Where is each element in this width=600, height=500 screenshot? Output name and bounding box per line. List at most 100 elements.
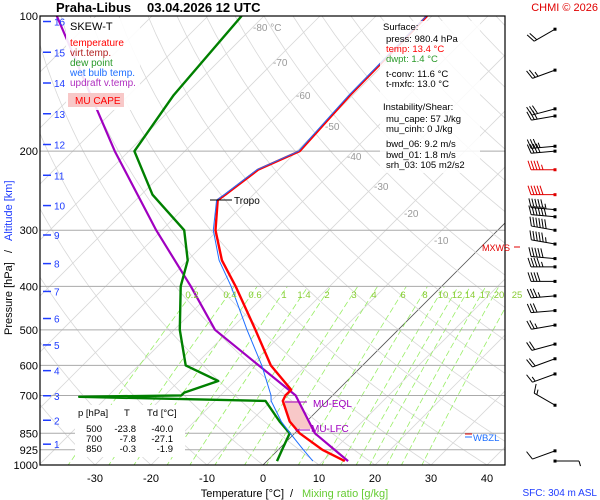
isotherm-line [150, 110, 505, 465]
wind-staff [533, 392, 556, 406]
wind-barb-full [528, 198, 532, 208]
wind-barb-full [541, 232, 544, 243]
pressure-tick-label: 1000 [14, 460, 38, 472]
profiles [55, 16, 428, 463]
wind-barb-full [534, 247, 538, 258]
wind-barb [533, 383, 557, 407]
temperature-tick-label: 10 [313, 473, 325, 485]
mixing-ratio-line [189, 286, 309, 465]
dry-adiabat [234, 16, 505, 308]
info-dwpt: dwpt: 1.4 °C [386, 54, 438, 65]
datetime-title: 03.04.2026 12 UTC [147, 0, 261, 15]
wind-station-dot [553, 107, 557, 111]
temperature-tick-label: -10 [199, 473, 215, 485]
mixing-ratio-label: 12 [452, 290, 463, 301]
info-srh-03: srh_03: 105 m2/s2 [386, 160, 465, 171]
wind-barb-full [538, 218, 541, 228]
mixing-ratio-line [386, 286, 487, 465]
wind-barb-half [537, 142, 541, 148]
wind-barb-full [532, 110, 538, 120]
dry-adiabat [292, 16, 505, 244]
altitude-tick-label: 7 [54, 287, 60, 298]
wind-barb [528, 247, 557, 261]
wind-staff [532, 450, 556, 460]
mixing-ratio-line [369, 286, 471, 465]
wind-barb [527, 160, 557, 172]
wind-barb-full [529, 144, 535, 154]
wind-barb-full [528, 247, 532, 257]
wind-barb-full [541, 218, 544, 229]
wind-barb-full [529, 139, 535, 149]
wind-barb [528, 205, 557, 219]
wind-barb-half [578, 460, 581, 467]
mixing-ratio-line [108, 286, 235, 465]
info-temp: temp: 13.4 °C [386, 44, 444, 55]
wind-barb [526, 449, 557, 460]
isotherm-line [40, 16, 433, 409]
wind-station-dot [553, 372, 557, 376]
wind-barb-full [527, 185, 532, 195]
wind-barb-full [532, 217, 535, 227]
wind-station-dot [553, 357, 557, 361]
dry-adiabat [40, 403, 96, 465]
legend-dew-point: dew point [70, 58, 113, 69]
wind-station-dot [553, 242, 557, 246]
isotherm-label: -60 [296, 91, 311, 102]
pressure-tick-label: 925 [20, 445, 38, 457]
legend-virt-temp: virt.temp. [70, 48, 111, 59]
x-axis-label-mixing: Mixing ratio [g/kg] [302, 488, 388, 500]
wind-barb-full [528, 69, 536, 78]
mixing-ratio-label: 20 [494, 290, 505, 301]
isotherm-label: -80 °C [253, 23, 281, 34]
wind-barb-full [534, 205, 538, 216]
mixing-ratio-line [355, 286, 459, 465]
altitude-tick-label: 13 [54, 110, 66, 121]
info-tconv: t-conv: 11.6 °C [386, 69, 448, 80]
legend-wet-bulb: wet bulb temp. [69, 68, 135, 79]
wind-station-dot [553, 193, 557, 197]
wind-barb-full [533, 383, 537, 394]
dry-adiabat [205, 16, 505, 341]
info-bwd-06: bwd_06: 9.2 m/s [386, 139, 456, 150]
dry-adiabat [40, 207, 264, 465]
wind-barb-half [541, 164, 544, 170]
isotherm-label: -70 [273, 58, 288, 69]
y-axis-label-sep: / [3, 249, 15, 253]
altitude-tick-label: 10 [54, 202, 66, 213]
pressure-tick-label: 100 [20, 11, 38, 23]
wind-barb-full [538, 231, 541, 242]
pressure-tick-label: 300 [20, 225, 38, 237]
wind-barb-full [533, 185, 538, 195]
mixing-ratio-label: 1 [281, 290, 286, 301]
legend-temperature: temperature [70, 38, 124, 49]
updraft-v-temp--line [55, 16, 349, 462]
altitude-tick-label: 16 [54, 18, 66, 29]
wind-barb-full [529, 230, 532, 240]
wind-staff [533, 28, 556, 42]
wind-barb-full [530, 272, 535, 282]
wind-barb-full [531, 198, 535, 208]
wind-barb-full [526, 144, 532, 154]
isotherm-label: -10 [434, 236, 449, 247]
wind-barb [529, 216, 557, 232]
pressure-tick-label: 600 [20, 360, 38, 372]
wind-station-dot [553, 459, 557, 463]
altitude-tick-label: 4 [54, 367, 60, 378]
wind-station-dot [553, 144, 557, 148]
axes: 0.2 0.4 0.6 1 1.4 2 3 4 6 8 10 12 14 17 20 251002003004… [14, 11, 523, 485]
wind-barb [526, 357, 557, 368]
surface-title: Surface: [383, 22, 418, 33]
wind-barb-half [545, 237, 547, 243]
wind-station-dot [553, 27, 557, 31]
mixing-ratio-label: 4 [371, 290, 376, 301]
wind-station-dot [553, 228, 557, 232]
wind-barb-full [529, 288, 535, 298]
dry-adiabat [583, 16, 600, 475]
wind-staff [532, 358, 556, 368]
mixing-ratio-label: 14 [465, 290, 476, 301]
mixing-ratio-label: 17 [480, 290, 491, 301]
altitude-tick-label: 5 [54, 341, 60, 352]
annotations: Tropo MU-EQL MU-LFC MXWS WBZL [210, 196, 520, 444]
table-cell: 700 [86, 434, 102, 445]
y-axis-label-altitude: Altitude [km] [3, 180, 15, 241]
